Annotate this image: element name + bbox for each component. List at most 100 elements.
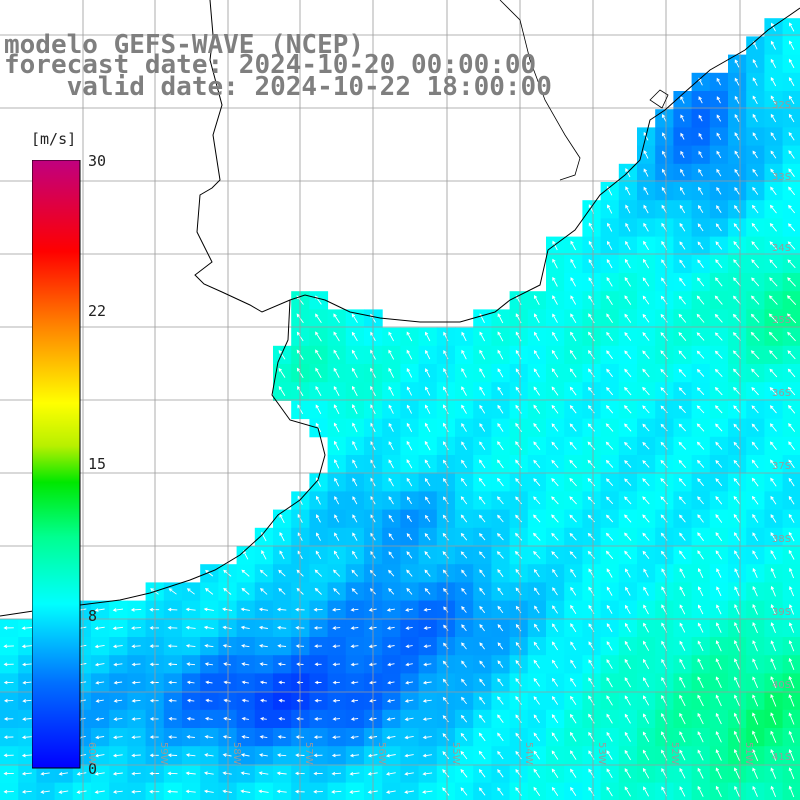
wind-arrow <box>769 405 777 414</box>
wind-arrow <box>533 478 541 487</box>
wind-arrow <box>607 240 613 250</box>
field-cell <box>782 455 800 474</box>
wind-arrow <box>714 350 723 359</box>
wind-arrow <box>21 644 32 649</box>
wind-arrow <box>388 459 394 469</box>
wind-arrow <box>734 187 740 195</box>
wind-arrow <box>787 241 796 250</box>
wind-arrow <box>514 532 523 541</box>
wind-arrow <box>422 699 432 703</box>
wind-arrow <box>185 644 196 648</box>
wind-arrow <box>788 549 795 560</box>
field-cell <box>782 655 800 674</box>
wind-arrow <box>533 623 540 632</box>
wind-arrow <box>113 699 123 703</box>
wind-arrow <box>770 640 777 652</box>
wind-arrow <box>679 277 686 287</box>
wind-arrow <box>40 790 50 794</box>
wind-arrow <box>94 626 105 631</box>
wind-arrow <box>333 313 340 324</box>
wind-arrow <box>569 349 577 360</box>
wind-arrow <box>769 204 777 214</box>
wind-arrow <box>624 622 631 633</box>
wind-arrow <box>442 678 449 686</box>
wind-arrow <box>606 331 613 342</box>
wind-arrow <box>350 735 359 740</box>
wind-arrow <box>752 622 758 634</box>
wind-arrow <box>443 642 449 650</box>
field-cell <box>782 364 800 383</box>
wind-arrow <box>315 550 322 560</box>
wind-arrow <box>167 789 178 794</box>
wind-arrow <box>643 568 649 578</box>
wind-arrow <box>697 532 704 542</box>
wind-arrow <box>497 624 504 632</box>
wind-arrow <box>750 331 760 342</box>
wind-arrow <box>789 604 795 615</box>
wind-arrow <box>788 132 795 141</box>
wind-arrow <box>131 644 141 649</box>
wind-arrow <box>696 368 705 377</box>
wind-arrow <box>534 331 540 342</box>
wind-arrow <box>679 204 686 214</box>
wind-arrow <box>551 386 559 396</box>
wind-arrow <box>606 295 613 305</box>
wind-arrow <box>352 496 358 505</box>
wind-arrow <box>315 349 322 360</box>
wind-arrow <box>714 332 723 341</box>
field-cell <box>782 491 800 511</box>
wind-arrow <box>497 349 504 360</box>
wind-arrow <box>788 77 795 87</box>
wind-arrow <box>680 114 685 122</box>
wind-arrow <box>642 496 650 505</box>
field-cell <box>782 345 800 365</box>
wind-arrow <box>734 150 740 159</box>
wind-arrow <box>497 696 504 705</box>
wind-arrow <box>679 749 686 761</box>
wind-arrow <box>259 735 268 739</box>
wind-arrow <box>479 423 486 432</box>
wind-arrow <box>442 660 449 668</box>
wind-arrow <box>534 313 540 324</box>
wind-arrow <box>479 624 485 632</box>
wind-arrow <box>168 698 177 703</box>
wind-arrow <box>697 514 704 523</box>
wind-arrow <box>533 768 541 778</box>
wind-arrow <box>697 277 705 287</box>
wind-arrow <box>770 514 777 523</box>
wind-arrow <box>605 550 614 560</box>
wind-arrow <box>678 459 687 468</box>
field-cell <box>782 764 800 784</box>
wind-arrow <box>768 331 778 342</box>
wind-arrow <box>624 368 632 378</box>
wind-arrow <box>660 496 668 505</box>
wind-arrow <box>333 385 340 397</box>
wind-arrow <box>733 730 741 743</box>
field-cell <box>782 36 800 56</box>
wind-arrow <box>769 441 777 450</box>
wind-arrow <box>95 717 104 721</box>
wind-arrow <box>333 550 340 560</box>
wind-arrow <box>552 568 558 578</box>
field-cell <box>782 691 800 711</box>
wind-arrow <box>385 753 396 758</box>
wind-arrow <box>770 76 777 87</box>
wind-arrow <box>642 405 650 414</box>
wind-arrow <box>112 790 123 794</box>
wind-arrow <box>22 717 32 721</box>
wind-arrow <box>21 790 32 794</box>
wind-arrow <box>461 660 467 668</box>
wind-arrow <box>678 441 687 450</box>
wind-arrow <box>734 586 740 597</box>
wind-arrow <box>422 753 432 758</box>
wind-arrow <box>769 222 777 232</box>
wind-arrow <box>334 459 340 469</box>
wind-arrow <box>624 731 631 742</box>
wind-arrow <box>752 132 758 141</box>
wind-arrow <box>387 644 395 649</box>
wind-arrow <box>570 677 577 687</box>
wind-arrow <box>642 423 650 432</box>
wind-arrow <box>534 294 540 306</box>
wind-arrow <box>258 625 268 630</box>
